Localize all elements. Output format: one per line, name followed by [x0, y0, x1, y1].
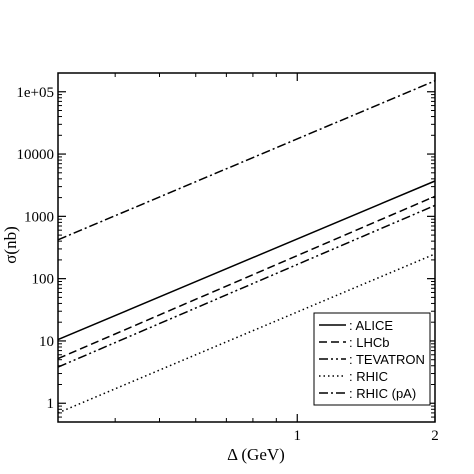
legend-label: : ALICE — [349, 318, 393, 333]
series-line — [57, 195, 436, 360]
legend-box — [313, 312, 431, 406]
series-lines — [57, 80, 436, 414]
series-line — [57, 180, 436, 341]
series-line — [57, 80, 436, 241]
series-line — [57, 253, 436, 414]
legend-label: : RHIC (pA) — [349, 386, 416, 401]
legend-label: : RHIC — [349, 369, 388, 384]
y-tick-label: 10000 — [17, 147, 55, 163]
x-tick-label: 1 — [294, 428, 302, 444]
x-tick-label: 2 — [431, 428, 439, 444]
legend: : ALICE : LHCb : TEVATRON : RHIC : RHIC (pA) — [313, 312, 431, 406]
plot-frame — [57, 72, 436, 423]
legend-label: : TEVATRON — [349, 352, 425, 367]
y-tick-label: 1 — [47, 396, 55, 412]
y-tick-label: 100 — [32, 272, 55, 288]
y-tick-label: 10 — [39, 334, 54, 350]
y-axis-label: σ(nb) — [1, 226, 20, 264]
x-axis-label: Δ (GeV) — [227, 445, 285, 464]
axis-ticks: 1 10 100 1000 10000 1e+05 1 2 — [16, 72, 439, 444]
legend-label: : LHCb — [349, 335, 389, 350]
series-line — [57, 204, 436, 368]
y-tick-label: 1e+05 — [16, 85, 54, 101]
y-tick-label: 1000 — [24, 209, 54, 225]
